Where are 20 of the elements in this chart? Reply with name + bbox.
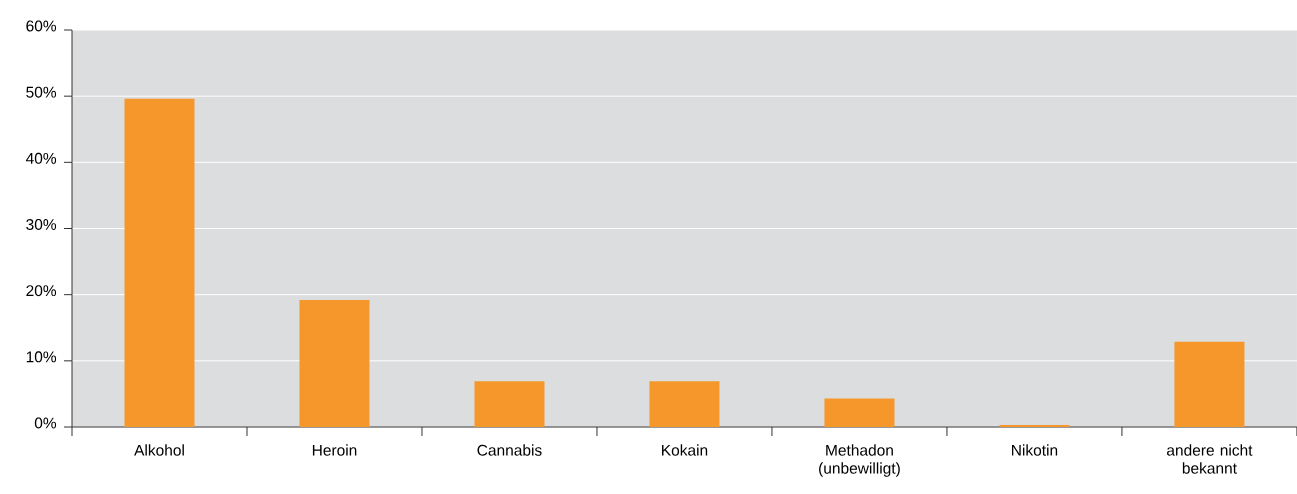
y-tick-label: 50%	[26, 86, 57, 98]
bar	[1174, 341, 1245, 427]
y-tick-label: 10%	[26, 351, 57, 363]
x-tick-label: Methadon (unbewilligt)	[819, 444, 900, 477]
bar	[824, 398, 895, 427]
bar	[649, 381, 720, 427]
y-tick-label: 60%	[26, 20, 57, 32]
x-tick-label: Heroin	[312, 444, 357, 456]
x-tick-label: Nikotin	[1012, 444, 1058, 456]
x-tick-label: Kokain	[662, 444, 708, 456]
bar	[124, 98, 195, 427]
x-tick-label: Cannabis	[477, 444, 542, 456]
y-tick-label: 0%	[34, 417, 57, 429]
y-tick-label: 20%	[26, 285, 57, 297]
x-tick-label: andere nicht bekannt	[1167, 444, 1253, 474]
x-tick-label: Alkohol	[134, 444, 184, 456]
bar	[474, 381, 545, 427]
y-tick-label: 30%	[26, 219, 57, 230]
y-tick-label: 40%	[25, 152, 57, 164]
bar	[299, 299, 370, 427]
